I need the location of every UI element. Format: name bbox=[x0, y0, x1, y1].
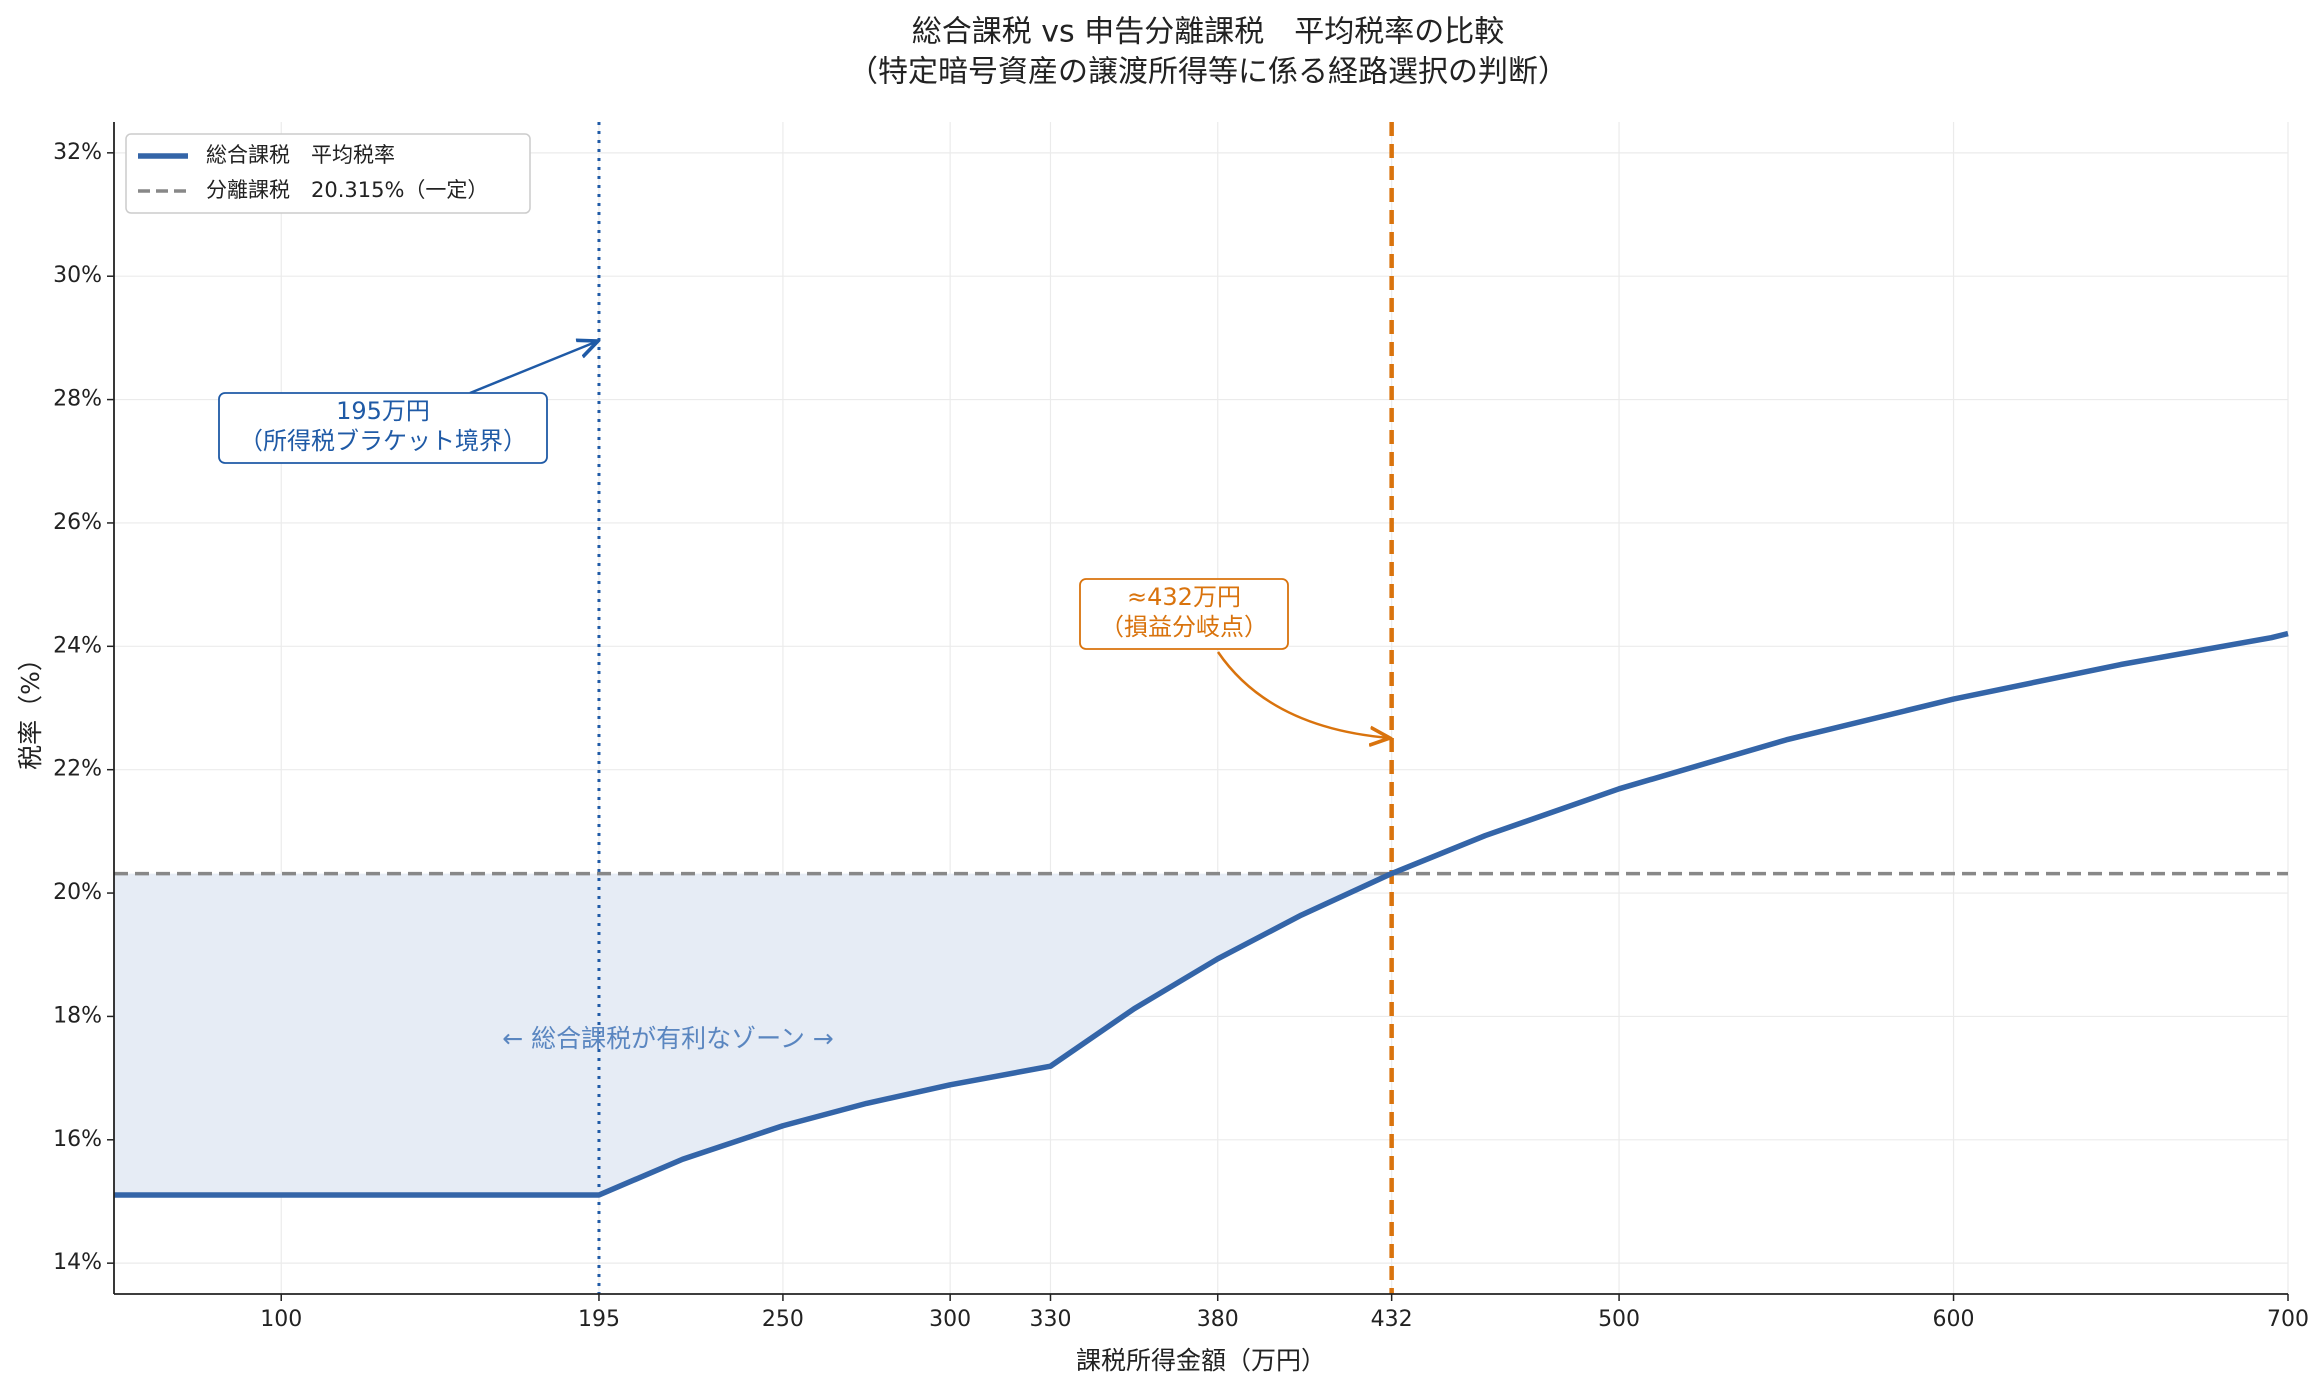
annotation-box bbox=[1079, 578, 1289, 650]
x-tick-label: 500 bbox=[1598, 1307, 1640, 1332]
legend-label: 総合課税 平均税率 bbox=[206, 143, 395, 167]
line-series bbox=[114, 630, 2289, 1198]
annotation-text: 195万円 bbox=[336, 397, 430, 425]
y-tick-label: 16% bbox=[53, 1127, 102, 1152]
y-tick-label: 32% bbox=[53, 140, 102, 165]
x-tick-label: 300 bbox=[929, 1307, 971, 1332]
y-tick-label: 26% bbox=[53, 510, 102, 535]
y-tick-label: 22% bbox=[53, 757, 102, 782]
x-tick-label: 250 bbox=[762, 1307, 804, 1332]
annotation-text: ≈432万円 bbox=[1127, 583, 1241, 611]
annotation-box bbox=[218, 392, 548, 464]
annotation-text: （損益分岐点） bbox=[1100, 613, 1268, 641]
y-tick-label: 24% bbox=[53, 633, 102, 658]
y-tick-label: 30% bbox=[53, 263, 102, 288]
x-tick-label: 330 bbox=[1029, 1307, 1071, 1332]
annotation-arrow bbox=[469, 341, 598, 395]
y-tick-label: 18% bbox=[53, 1003, 102, 1028]
annotation-arrow bbox=[1216, 651, 1390, 738]
y-axis-label: 税率（%） bbox=[16, 646, 45, 770]
chart-subtitle: （特定暗号資産の譲渡所得等に係る経路選択の判断） bbox=[848, 55, 1568, 90]
x-tick-label: 600 bbox=[1933, 1307, 1975, 1332]
y-tick-label: 14% bbox=[53, 1250, 102, 1275]
x-tick-label: 700 bbox=[2267, 1307, 2309, 1332]
x-tick-label: 380 bbox=[1197, 1307, 1239, 1332]
x-axis-label: 課税所得金額（万円） bbox=[1076, 1346, 1326, 1375]
legend-label: 分離課税 20.315%（一定） bbox=[206, 178, 488, 202]
x-tick-label: 432 bbox=[1371, 1307, 1413, 1332]
legend-box bbox=[125, 133, 531, 214]
favorable-zone bbox=[114, 873, 1392, 1195]
chart-title: 総合課税 vs 申告分離課税 平均税率の比較 bbox=[912, 15, 1504, 50]
zone-label: ← 総合課税が有利なゾーン → bbox=[502, 1024, 834, 1053]
y-tick-label: 20% bbox=[53, 880, 102, 905]
annotation-text: （所得税ブラケット境界） bbox=[239, 427, 527, 455]
x-tick-label: 100 bbox=[260, 1307, 302, 1332]
y-tick-label: 28% bbox=[53, 387, 102, 412]
x-tick-label: 195 bbox=[578, 1307, 620, 1332]
